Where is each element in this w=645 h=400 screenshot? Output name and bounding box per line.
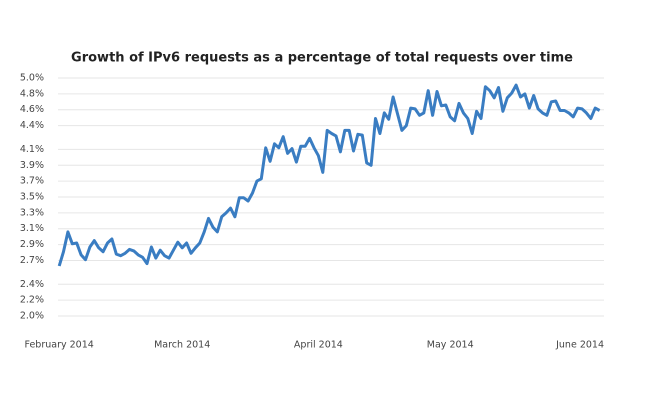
y-tick-label: 3.7%: [20, 176, 44, 187]
y-tick-label: 3.5%: [20, 192, 44, 203]
x-tick-label: February 2014: [25, 340, 94, 351]
y-tick-label: 4.4%: [20, 120, 44, 131]
x-tick-label: April 2014: [294, 340, 343, 351]
y-tick-label: 3.1%: [20, 223, 44, 234]
y-tick-label: 3.9%: [20, 160, 44, 171]
chart-title: Growth of IPv6 requests as a percentage …: [71, 51, 573, 66]
y-tick-label: 5.0%: [20, 73, 44, 84]
y-tick-label: 3.3%: [20, 207, 44, 218]
y-tick-label: 2.2%: [20, 295, 44, 306]
data-line: [57, 83, 601, 267]
y-tick-label: 2.9%: [20, 239, 44, 250]
y-tick-label: 2.0%: [20, 311, 44, 322]
y-tick-label: 2.4%: [20, 279, 44, 290]
y-tick-label: 4.8%: [20, 88, 44, 99]
x-tick-label: March 2014: [154, 340, 210, 351]
x-tick-label: June 2014: [555, 340, 604, 351]
y-tick-label: 4.1%: [20, 144, 44, 155]
y-tick-label: 4.6%: [20, 104, 44, 115]
x-tick-label: May 2014: [427, 340, 474, 351]
y-tick-label: 2.7%: [20, 255, 44, 266]
